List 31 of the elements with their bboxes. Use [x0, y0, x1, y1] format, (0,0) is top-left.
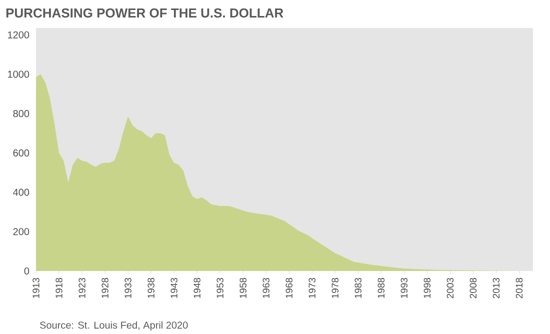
x-tick-label: 1968: [286, 278, 292, 298]
x-tick-label: 2008: [470, 278, 477, 298]
x-tick-label: 1913: [32, 278, 40, 298]
x-tick-label: 2013: [492, 278, 500, 298]
y-tick-label: 800: [13, 110, 30, 118]
x-tick-label: 1993: [400, 278, 408, 298]
y-tick-label: 0: [24, 267, 30, 275]
x-tick-label: 1978: [332, 278, 338, 298]
y-tick-label: 400: [13, 188, 30, 196]
x-tick-label: 1963: [262, 278, 270, 298]
x-tick-label: 1923: [78, 278, 86, 298]
x-tick-label: 1928: [102, 278, 108, 298]
source-note: Source: St. Louis Fed, April 2020: [40, 321, 188, 331]
x-tick-label: 1973: [308, 278, 316, 298]
x-tick-label: 2003: [446, 278, 454, 298]
y-tick-label: 1200: [8, 31, 30, 38]
x-tick-label: 1958: [240, 278, 246, 298]
x-tick-label: 1948: [194, 278, 200, 298]
x-tick-label: 1943: [170, 278, 178, 298]
x-tick-label: 1983: [354, 278, 362, 298]
y-tick-label: 200: [13, 228, 30, 236]
x-tick-label: 1918: [56, 278, 62, 298]
chart-title: PURCHASING POWER OF THE U.S. DOLLAR: [6, 8, 284, 18]
x-tick-label: 1998: [424, 278, 431, 298]
x-tick-label: 1938: [148, 278, 154, 298]
x-tick-label: 1988: [378, 278, 384, 298]
x-tick-label: 1953: [216, 278, 224, 298]
x-tick-label: 1933: [124, 278, 132, 298]
y-tick-label: 600: [13, 149, 30, 156]
y-tick-label: 1000: [8, 70, 30, 78]
x-tick-label: 2018: [516, 278, 523, 298]
